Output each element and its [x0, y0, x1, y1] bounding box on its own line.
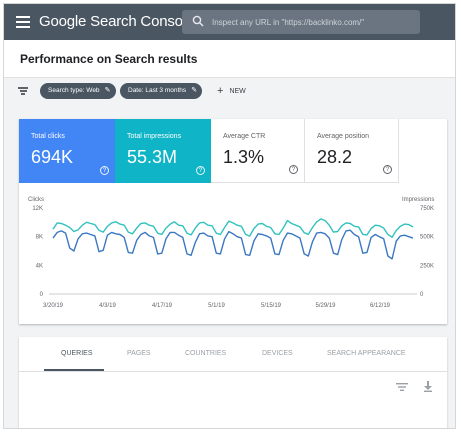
tab-search-appearance[interactable]: SEARCH APPEARANCE — [327, 350, 406, 357]
page-header: Performance on Search results — [4, 40, 455, 78]
metric-value: 694K — [31, 147, 74, 167]
y-left-tick-label: 8K — [36, 235, 43, 241]
y-right-tick-label: 250K — [420, 263, 434, 269]
metric-total-clicks[interactable]: Total clicks 694K ? — [19, 119, 115, 183]
y-left-axis-title: Clicks — [28, 197, 44, 203]
x-tick-label: 5/29/19 — [315, 303, 336, 309]
new-filter-button[interactable]: + NEW — [217, 83, 246, 99]
y-left-tick-label: 4K — [36, 263, 43, 269]
chip-label: Search type: Web — [48, 87, 100, 94]
pencil-icon: ✎ — [104, 87, 111, 94]
x-tick-label: 5/15/19 — [261, 303, 282, 309]
x-tick-label: 6/12/19 — [370, 303, 391, 309]
series-line-impressions — [52, 218, 414, 238]
tab-countries[interactable]: COUNTRIES — [185, 350, 227, 357]
y-left-tick-label: 12K — [32, 206, 43, 212]
search-type-chip[interactable]: Search type: Web ✎ — [40, 83, 116, 99]
performance-card: Total clicks 694K ? Total impressions 55… — [19, 119, 447, 324]
new-filter-label: NEW — [229, 88, 246, 95]
search-icon — [192, 15, 204, 27]
help-icon[interactable]: ? — [100, 166, 109, 175]
performance-chart: Clicks Impressions 12K 8K 4K 0 750K 500K 250K 0 3/… — [19, 189, 447, 319]
top-app-bar: Google Search Console — [4, 4, 455, 40]
dimension-tabs-card: QUERIES PAGES COUNTRIES DEVICES SEARCH A… — [19, 337, 447, 428]
y-left-tick-label: 0 — [40, 292, 44, 298]
download-icon[interactable] — [423, 379, 433, 397]
y-right-tick-label: 500K — [420, 235, 434, 241]
metric-average-position[interactable]: Average position 28.2 ? — [305, 119, 399, 183]
tabs-divider — [19, 371, 447, 372]
hamburger-icon[interactable] — [16, 16, 30, 28]
performance-chart-svg: Clicks Impressions 12K 8K 4K 0 750K 500K 250K 0 3/… — [28, 197, 434, 309]
metric-value: 28.2 — [317, 147, 353, 167]
filter-bar: Search type: Web ✎ Date: Last 3 months ✎… — [4, 78, 455, 104]
tab-devices[interactable]: DEVICES — [262, 350, 293, 357]
help-icon[interactable]: ? — [383, 165, 392, 174]
tab-queries[interactable]: QUERIES — [61, 350, 93, 357]
metric-label: Total impressions — [127, 133, 182, 140]
chip-label: Date: Last 3 months — [128, 87, 187, 94]
date-range-chip[interactable]: Date: Last 3 months ✎ — [120, 83, 203, 99]
y-right-axis-title: Impressions — [402, 197, 434, 203]
active-tab-indicator — [44, 369, 104, 371]
metric-value: 55.3M — [127, 147, 178, 167]
series-line-clicks — [52, 229, 414, 260]
x-tick-label: 3/20/19 — [43, 303, 64, 309]
help-icon[interactable]: ? — [289, 165, 298, 174]
plus-icon: + — [217, 85, 224, 97]
app-title: Google Search Console — [39, 13, 195, 30]
metric-label: Average CTR — [223, 133, 266, 140]
url-inspect-search[interactable] — [182, 10, 420, 34]
pencil-icon: ✎ — [191, 87, 198, 94]
x-tick-label: 4/3/19 — [99, 303, 116, 309]
filter-icon[interactable] — [18, 87, 28, 95]
help-icon[interactable]: ? — [196, 166, 205, 175]
metric-average-ctr[interactable]: Average CTR 1.3% ? — [211, 119, 305, 183]
metric-label: Total clicks — [31, 133, 65, 140]
page-title: Performance on Search results — [20, 52, 198, 66]
tab-pages[interactable]: PAGES — [127, 350, 151, 357]
x-tick-label: 5/1/19 — [208, 303, 225, 309]
metric-label: Average position — [317, 133, 370, 140]
search-input[interactable] — [212, 13, 412, 31]
app-window: Google Search Console Performance on Sea… — [3, 3, 456, 429]
y-right-tick-label: 0 — [420, 292, 424, 298]
y-right-tick-label: 750K — [420, 206, 434, 212]
table-filter-icon[interactable] — [396, 379, 408, 397]
x-tick-label: 4/17/19 — [152, 303, 173, 309]
metric-total-impressions[interactable]: Total impressions 55.3M ? — [115, 119, 211, 183]
metric-value: 1.3% — [223, 147, 265, 167]
metric-tiles: Total clicks 694K ? Total impressions 55… — [19, 119, 447, 183]
